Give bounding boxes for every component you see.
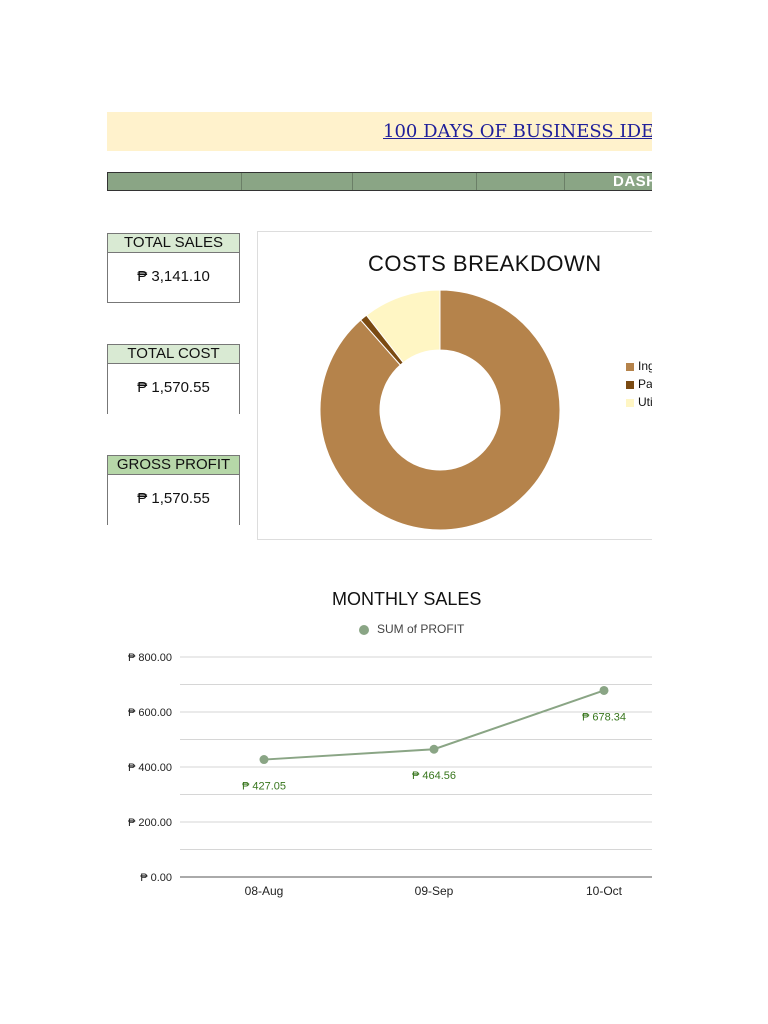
y-tick-label: ₱ 400.00 xyxy=(128,762,172,774)
y-tick-label: ₱ 600.00 xyxy=(128,707,172,719)
cell-divider xyxy=(241,173,242,190)
monthly-sales-chart[interactable]: ₱ 0.00 ₱ 200.00 ₱ 400.00 ₱ 600.00 ₱ 800.00 08… xyxy=(0,640,652,910)
dashboard-viewport: 100 DAYS OF BUSINESS IDEA DASH TOTAL SAL… xyxy=(0,112,652,910)
legend-label: Pac xyxy=(638,377,652,391)
kpi-gross-profit-value: ₱ 1,570.55 xyxy=(107,475,240,525)
donut-chart-canvas xyxy=(319,289,561,531)
y-tick-label: ₱ 0.00 xyxy=(140,872,172,884)
data-label: ₱ 678.34 xyxy=(582,711,626,723)
donut-slice-ing[interactable] xyxy=(319,289,561,531)
kpi-total-cost-value: ₱ 1,570.55 xyxy=(107,364,240,414)
kpi-total-sales-value: ₱ 3,141.10 xyxy=(107,253,240,303)
donut-slice-util[interactable] xyxy=(365,289,441,364)
cell-divider xyxy=(476,173,477,190)
x-tick-label: 10-Oct xyxy=(586,884,623,898)
legend-item-util: Util xyxy=(626,395,652,409)
x-tick-label: 09-Sep xyxy=(415,884,454,898)
cell-divider xyxy=(564,173,565,190)
page-title[interactable]: 100 DAYS OF BUSINESS IDEA xyxy=(383,121,652,142)
legend-swatch xyxy=(626,362,634,371)
cell-divider xyxy=(352,173,353,190)
costs-breakdown-chart[interactable]: COSTS BREAKDOWN Ing Pac Util xyxy=(257,231,652,540)
kpi-gross-profit-label: GROSS PROFIT xyxy=(107,455,240,475)
data-label: ₱ 427.05 xyxy=(242,781,286,793)
kpi-total-sales-label: TOTAL SALES xyxy=(107,233,240,253)
legend-marker xyxy=(359,624,369,635)
x-tick-label: 08-Aug xyxy=(245,884,284,898)
kpi-total-cost-label: TOTAL COST xyxy=(107,344,240,364)
legend-item-ing: Ing xyxy=(626,359,652,373)
y-tick-label: ₱ 200.00 xyxy=(128,817,172,829)
line-chart-title: MONTHLY SALES xyxy=(332,589,482,609)
donut-chart-title: COSTS BREAKDOWN xyxy=(368,251,602,276)
kpi-total-cost: TOTAL COST ₱ 1,570.55 xyxy=(107,344,240,414)
data-point[interactable] xyxy=(429,744,439,754)
data-point[interactable] xyxy=(259,755,269,765)
legend-swatch xyxy=(626,398,634,407)
legend-label: Ing xyxy=(638,359,652,373)
kpi-gross-profit: GROSS PROFIT ₱ 1,570.55 xyxy=(107,455,240,525)
dashboard-header-label: DASH xyxy=(613,173,652,190)
dashboard-header-bar: DASH xyxy=(107,172,652,191)
data-label: ₱ 464.56 xyxy=(412,770,456,782)
kpi-total-sales: TOTAL SALES ₱ 3,141.10 xyxy=(107,233,240,303)
legend-label: Util xyxy=(638,395,652,409)
title-band: 100 DAYS OF BUSINESS IDEA xyxy=(107,112,652,151)
data-point[interactable] xyxy=(599,685,609,695)
y-tick-label: ₱ 800.00 xyxy=(128,652,172,664)
legend-label: SUM of PROFIT xyxy=(377,622,465,636)
legend-swatch xyxy=(626,380,634,389)
legend-item-pac: Pac xyxy=(626,377,652,391)
line-chart-legend: SUM of PROFIT xyxy=(359,622,464,636)
